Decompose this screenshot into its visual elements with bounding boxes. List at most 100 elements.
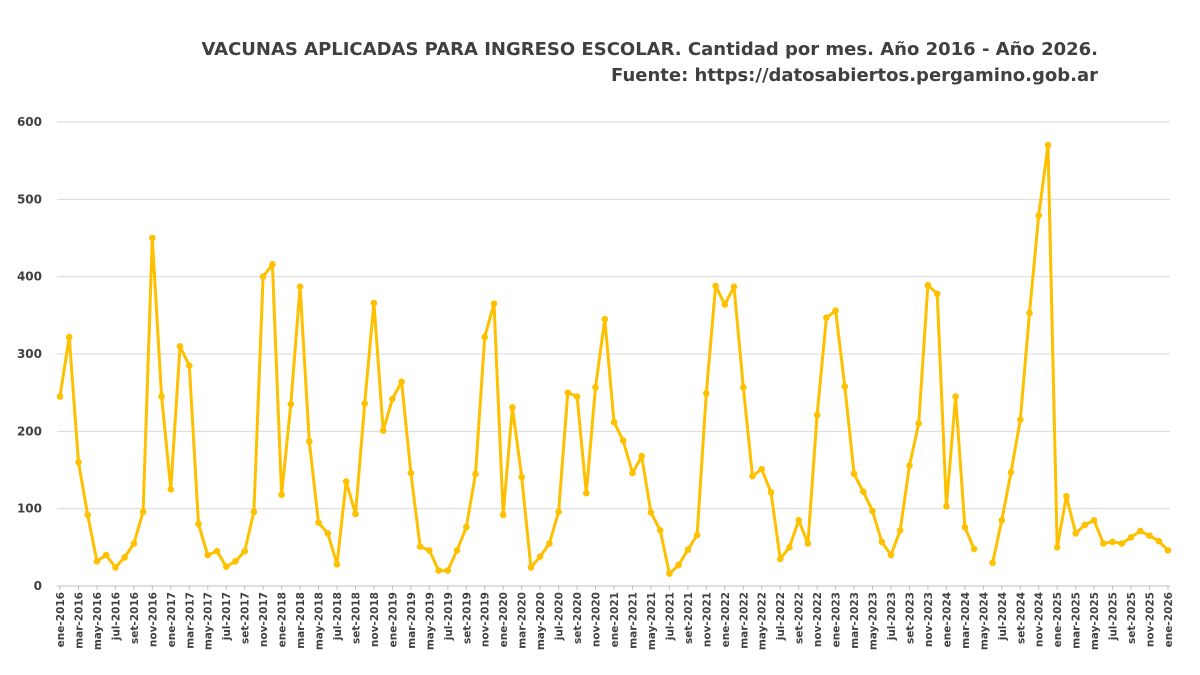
x-tick-label: jul-2025 (1108, 592, 1120, 641)
x-tick-label: nov-2016 (147, 592, 159, 647)
data-point (407, 469, 415, 477)
x-tick-label: may-2024 (978, 592, 990, 650)
x-axis: ene-2016 mar-2016 may-2016 jul-2016 set-2016… (55, 586, 1175, 650)
data-point (222, 563, 230, 570)
data-point (518, 473, 525, 481)
x-tick-label: mar-2019 (406, 592, 418, 649)
data-point (740, 384, 747, 391)
y-tick-label: 0 (34, 579, 42, 593)
data-point (472, 470, 479, 478)
series-line (58, 143, 1170, 576)
x-tick-label: set-2020 (572, 592, 584, 644)
data-point (499, 511, 507, 519)
x-tick-label: set-2018 (350, 592, 362, 644)
x-tick-label: nov-2017 (258, 592, 270, 647)
x-tick-label: may-2022 (757, 592, 769, 650)
x-tick-label: ene-2020 (498, 592, 510, 647)
data-point (998, 517, 1006, 524)
x-tick-label: may-2017 (203, 592, 215, 650)
gridlines (57, 121, 1170, 587)
y-axis: 0 100 200 300 400 500 600 (17, 115, 42, 593)
data-point (546, 540, 553, 547)
data-point (1090, 517, 1098, 524)
x-tick-label: nov-2024 (1034, 592, 1046, 647)
x-tick-label: ene-2017 (166, 592, 178, 647)
data-point (592, 384, 599, 391)
x-tick-label: ene-2016 (55, 592, 67, 647)
data-point (352, 510, 359, 518)
data-point (610, 418, 618, 426)
data-point (241, 547, 248, 555)
data-point (287, 401, 295, 408)
data-point (278, 491, 285, 499)
x-tick-label: may-2018 (314, 592, 326, 650)
data-point (259, 273, 267, 281)
data-point (204, 551, 211, 559)
data-point (786, 544, 793, 551)
x-tick-label: mar-2025 (1071, 592, 1083, 649)
x-tick-label: may-2025 (1089, 592, 1101, 650)
data-point (1100, 540, 1107, 547)
data-point (924, 281, 932, 289)
chart-title: VACUNAS APLICADAS PARA INGRESO ESCOLAR. … (201, 39, 1098, 60)
data-point (666, 570, 673, 577)
data-point (989, 559, 996, 567)
data-point (139, 508, 147, 516)
data-point (536, 553, 544, 560)
data-point (370, 299, 378, 307)
x-tick-label: set-2019 (461, 592, 473, 644)
data-point (952, 393, 959, 400)
x-tick-label: may-2021 (646, 592, 658, 650)
data-point (684, 546, 692, 553)
data-point (232, 558, 239, 565)
x-tick-label: ene-2018 (277, 592, 289, 647)
y-tick-label: 200 (17, 424, 42, 438)
data-point (149, 234, 156, 242)
x-tick-label: set-2024 (1015, 592, 1027, 644)
x-tick-label: set-2022 (794, 592, 806, 644)
data-point (915, 420, 922, 427)
x-tick-label: ene-2019 (387, 592, 399, 647)
data-point (1007, 469, 1015, 476)
data-point (1035, 212, 1042, 219)
data-point (435, 567, 442, 574)
data-point (887, 551, 895, 559)
data-point (573, 393, 581, 400)
data-point (1137, 527, 1144, 535)
data-point (1127, 534, 1135, 541)
data-point (1017, 416, 1024, 424)
data-point (306, 438, 313, 445)
data-point (342, 478, 350, 485)
data-point (527, 564, 535, 571)
data-point (1081, 521, 1089, 529)
data-point (444, 567, 452, 574)
data-point (629, 469, 636, 477)
x-tick-label: ene-2023 (831, 592, 843, 647)
data-point (130, 540, 138, 547)
series-line-segment (58, 236, 976, 576)
data-point (749, 472, 756, 480)
data-point (1044, 141, 1052, 149)
data-point (398, 378, 405, 386)
data-point (75, 459, 82, 466)
data-point (638, 452, 645, 460)
data-point (730, 283, 738, 291)
data-point (250, 508, 258, 516)
data-point (509, 404, 516, 411)
data-point (333, 561, 341, 568)
data-point (481, 333, 489, 341)
data-point (102, 551, 110, 559)
x-tick-label: jul-2019 (443, 592, 455, 641)
data-point (896, 527, 904, 534)
x-tick-label: set-2023 (904, 592, 916, 644)
x-tick-label: nov-2020 (591, 592, 603, 647)
x-tick-label: jul-2017 (221, 592, 233, 641)
data-point (453, 547, 461, 554)
x-tick-label: set-2021 (683, 592, 695, 644)
data-point (943, 503, 950, 510)
data-point (490, 300, 498, 308)
x-tick-label: ene-2022 (720, 592, 732, 647)
x-tick-label: mar-2017 (184, 592, 196, 649)
y-tick-label: 100 (17, 502, 42, 516)
